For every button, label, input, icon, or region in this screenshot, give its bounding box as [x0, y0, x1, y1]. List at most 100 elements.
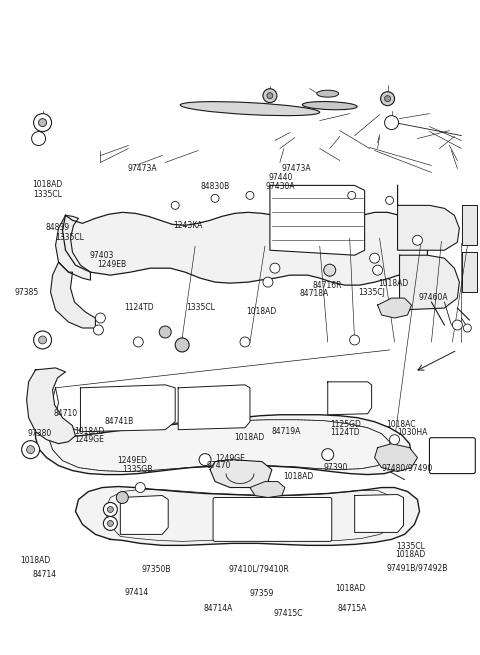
Circle shape [32, 132, 46, 145]
Text: 1335CJ: 1335CJ [358, 288, 385, 297]
Circle shape [135, 483, 145, 493]
Text: 97390: 97390 [324, 463, 348, 472]
Circle shape [324, 264, 336, 276]
Text: 1018AD: 1018AD [33, 180, 63, 189]
Text: 1018AD: 1018AD [234, 433, 264, 441]
Text: 97491B/97492B: 97491B/97492B [386, 563, 448, 572]
Polygon shape [399, 255, 459, 310]
Text: 97473A: 97473A [127, 164, 156, 173]
Text: 97410L/79410R: 97410L/79410R [229, 565, 289, 574]
Circle shape [38, 119, 47, 126]
Polygon shape [26, 368, 75, 443]
Ellipse shape [302, 102, 357, 110]
FancyBboxPatch shape [430, 438, 475, 474]
Circle shape [463, 324, 471, 332]
Text: 1249ED: 1249ED [117, 456, 147, 464]
Text: 1335GB: 1335GB [122, 465, 152, 474]
Text: 1018AD: 1018AD [20, 556, 50, 565]
Text: 1124TD: 1124TD [331, 428, 360, 437]
Ellipse shape [317, 90, 339, 97]
Text: 1335CL: 1335CL [186, 303, 215, 312]
Text: 1249EB: 1249EB [97, 260, 126, 269]
Polygon shape [50, 262, 96, 328]
Text: 84716R: 84716R [312, 280, 342, 290]
Circle shape [38, 336, 47, 344]
Text: 97385: 97385 [15, 288, 39, 297]
Polygon shape [462, 206, 477, 245]
Text: 1243KA: 1243KA [174, 221, 203, 230]
Circle shape [26, 445, 35, 454]
Text: 1018AD: 1018AD [378, 278, 408, 288]
Text: 1018AC: 1018AC [386, 421, 416, 429]
Text: 97415C: 97415C [273, 609, 302, 618]
Circle shape [348, 191, 356, 199]
Polygon shape [120, 496, 168, 534]
Circle shape [34, 331, 51, 349]
Text: 84714A: 84714A [204, 604, 233, 613]
Polygon shape [250, 481, 285, 498]
Text: 84839: 84839 [45, 223, 69, 232]
Text: 84830B: 84830B [201, 182, 230, 191]
Text: 1249GE: 1249GE [216, 454, 245, 462]
Circle shape [22, 441, 39, 458]
Circle shape [263, 277, 273, 287]
Text: 1335CL: 1335CL [396, 542, 425, 552]
Circle shape [370, 253, 380, 263]
Circle shape [171, 201, 179, 210]
Circle shape [34, 113, 51, 132]
Text: 1018AD: 1018AD [335, 584, 365, 593]
Circle shape [108, 521, 113, 527]
Text: 97460A: 97460A [418, 293, 448, 302]
Text: 84715A: 84715A [338, 604, 367, 613]
Circle shape [350, 335, 360, 345]
Circle shape [240, 337, 250, 347]
Text: 84741B: 84741B [105, 417, 134, 426]
Text: 1335CL: 1335CL [33, 190, 62, 198]
Text: 1030HA: 1030HA [397, 428, 428, 437]
Circle shape [96, 313, 106, 323]
Text: 1018AD: 1018AD [395, 550, 425, 559]
Text: 97350B: 97350B [142, 565, 171, 574]
Polygon shape [75, 487, 420, 546]
Circle shape [390, 435, 399, 445]
Ellipse shape [180, 102, 320, 116]
Circle shape [270, 263, 280, 273]
Polygon shape [56, 215, 90, 280]
Circle shape [246, 191, 254, 199]
Polygon shape [29, 370, 411, 475]
Polygon shape [178, 385, 250, 430]
Polygon shape [210, 460, 272, 487]
Polygon shape [374, 443, 418, 472]
Text: 1125GD: 1125GD [330, 421, 361, 429]
Text: 97470: 97470 [206, 462, 231, 470]
Circle shape [452, 320, 462, 330]
Text: 97380: 97380 [28, 429, 52, 438]
Text: 1018AD: 1018AD [246, 307, 276, 316]
Circle shape [199, 454, 211, 466]
Circle shape [267, 92, 273, 99]
Text: 84719A: 84719A [271, 428, 300, 436]
Circle shape [159, 326, 171, 338]
Polygon shape [62, 212, 428, 285]
Circle shape [211, 195, 219, 202]
Circle shape [384, 96, 391, 102]
Text: 97414: 97414 [125, 588, 149, 597]
Polygon shape [397, 185, 459, 250]
Text: 84714: 84714 [33, 570, 57, 579]
FancyBboxPatch shape [213, 498, 332, 542]
Text: 1018AD: 1018AD [74, 428, 104, 436]
Circle shape [116, 491, 128, 504]
Circle shape [94, 325, 103, 335]
Text: 97480/97490: 97480/97490 [382, 464, 433, 472]
Polygon shape [81, 385, 175, 432]
Circle shape [103, 516, 117, 531]
Text: 97359: 97359 [249, 589, 274, 598]
Circle shape [381, 92, 395, 105]
Text: 1124TD: 1124TD [125, 303, 154, 312]
Circle shape [372, 265, 383, 275]
Text: 1249GE: 1249GE [74, 436, 104, 444]
Text: 97403: 97403 [90, 251, 114, 260]
Polygon shape [328, 382, 372, 415]
Circle shape [322, 449, 334, 460]
Text: 1335CL: 1335CL [56, 233, 84, 242]
